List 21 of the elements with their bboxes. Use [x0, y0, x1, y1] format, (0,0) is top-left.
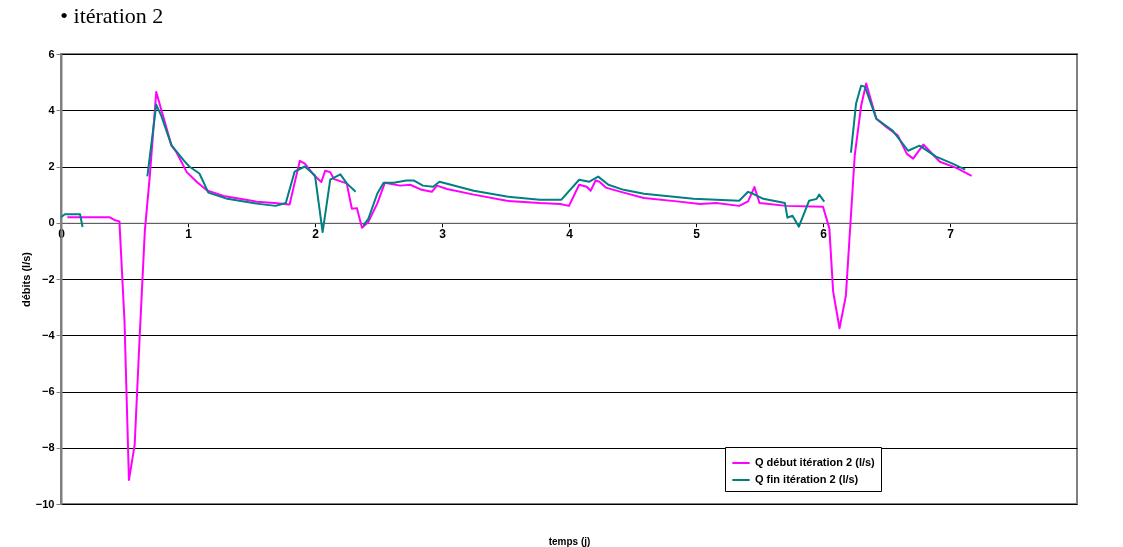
y-tick-label: −8 — [41, 441, 55, 454]
x-tick-label: 6 — [820, 227, 828, 242]
x-tick-label: 5 — [693, 227, 701, 242]
y-tick-label: 0 — [48, 216, 55, 229]
legend-label: Q fin itération 2 (l/s) — [755, 473, 859, 485]
x-tick-label: 3 — [439, 227, 447, 242]
x-tick-label: 4 — [566, 227, 574, 242]
x-tick-label: 7 — [947, 227, 955, 242]
y-tick-label: −6 — [41, 385, 55, 397]
y-tick-label: −10 — [35, 497, 55, 510]
chart-title: • itération 2 — [60, 3, 164, 28]
legend-label: Q début itération 2 (l/s) — [755, 456, 876, 468]
x-tick-label: 1 — [185, 227, 193, 242]
y-tick-label: 6 — [48, 47, 55, 60]
x-axis-title: temps (j) — [548, 535, 591, 547]
y-tick-label: −2 — [41, 272, 55, 285]
x-tick-label: 2 — [312, 227, 320, 242]
y-axis-title: débits (l/s) — [19, 251, 32, 308]
y-tick-label: −4 — [41, 328, 56, 341]
y-tick-label: 2 — [48, 160, 55, 172]
y-tick-label: 4 — [48, 103, 56, 116]
